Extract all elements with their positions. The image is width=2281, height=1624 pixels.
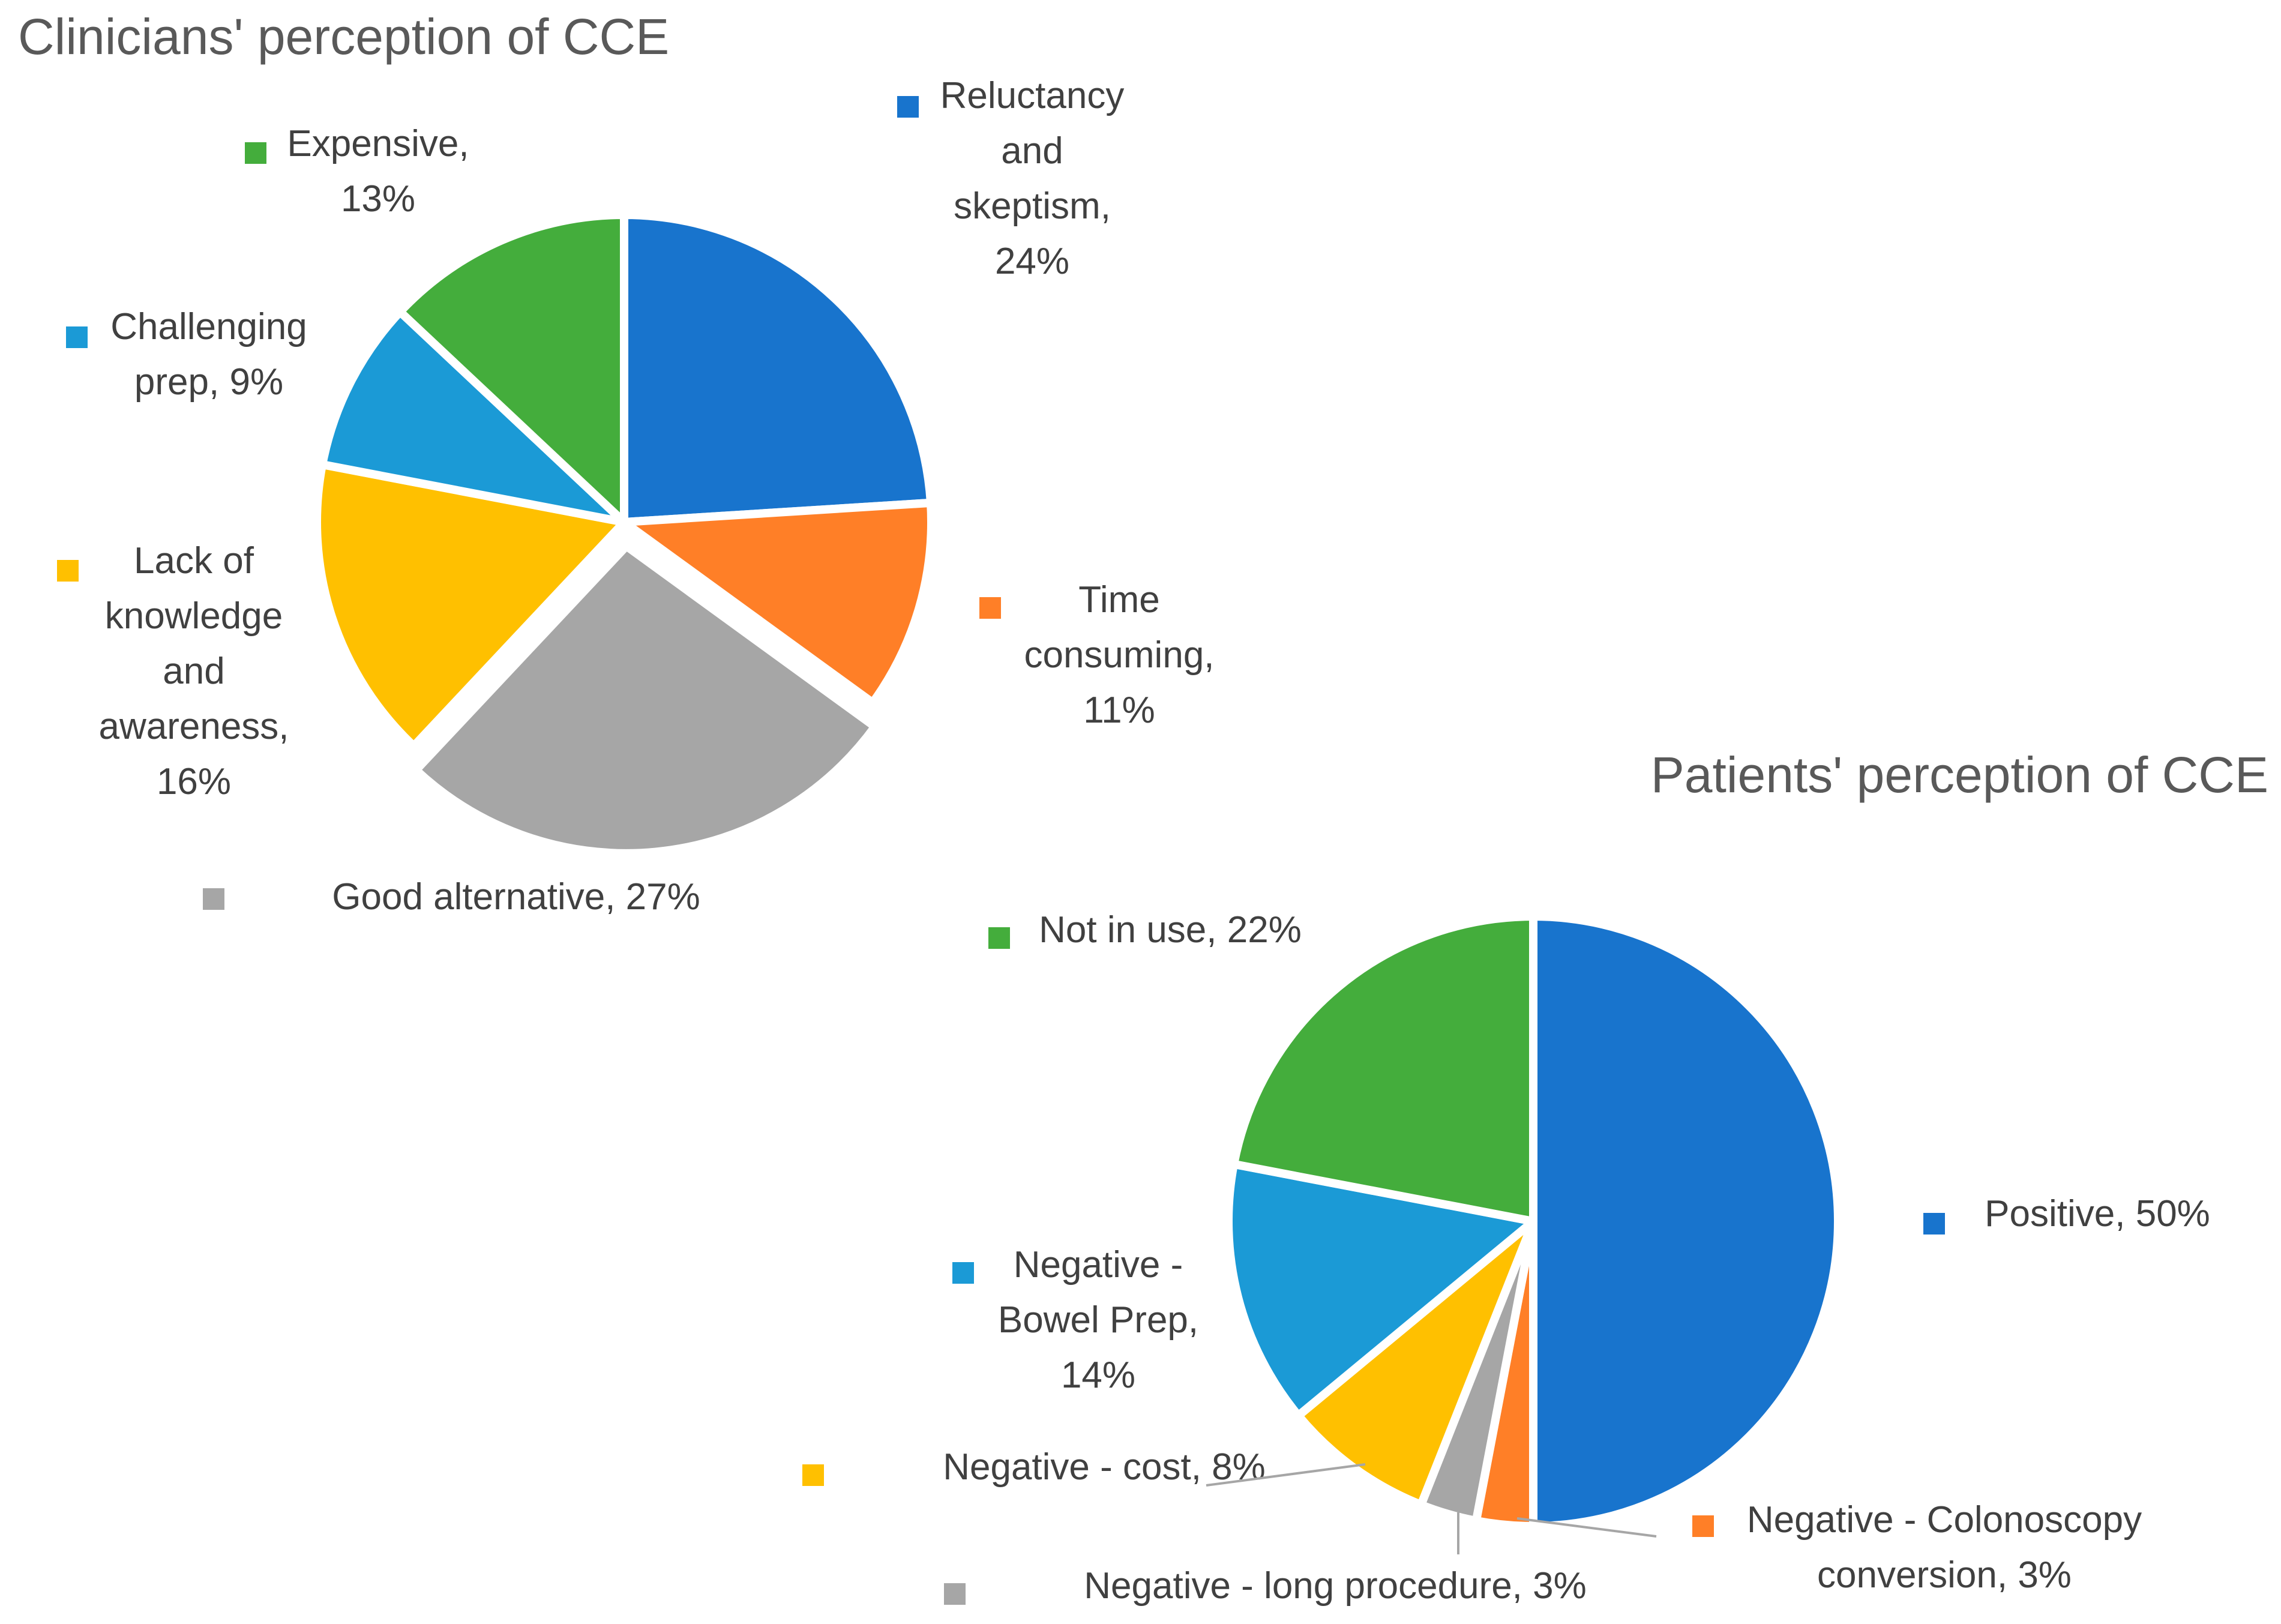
clinicians-legend-marker-reluctancy-and-skeptism <box>897 96 919 118</box>
clinicians-data-label-lack-of-knowledge-and-awareness: Lack of knowledge and awareness, 16% <box>98 540 289 802</box>
patients-legend-marker-negative-colonoscopy-conversion <box>1692 1515 1714 1537</box>
patients-slice-positive <box>1529 912 1842 1530</box>
clinicians-slice-good-alternative <box>412 541 879 858</box>
clinicians-data-label-challenging-prep: Challenging prep, 9% <box>110 306 307 403</box>
patients-data-label-negative-cost: Negative - cost, 8% <box>943 1446 1266 1488</box>
patients-legend-marker-not-in-use <box>988 927 1010 949</box>
clinicians-legend-marker-lack-of-knowledge-and-awareness <box>57 560 79 582</box>
patients-data-label-positive: Positive, 50% <box>1985 1193 2210 1235</box>
clinicians-slice-time-consuming <box>620 498 936 707</box>
patients-slice-negative-bowel-prep <box>1224 1159 1537 1420</box>
clinicians-slice-challenging-prep <box>318 307 628 526</box>
patients-leader-line-negative-cost <box>1206 1463 1366 1487</box>
clinicians-legend-marker-challenging-prep <box>66 326 88 348</box>
patients-legend-marker-negative-bowel-prep <box>952 1262 974 1284</box>
clinicians-slice-reluctancy-and-skeptism <box>620 211 935 526</box>
clinicians-data-label-expensive: Expensive, 13% <box>287 123 469 220</box>
patients-legend-marker-negative-long-procedure <box>944 1583 966 1605</box>
clinicians-legend-marker-good-alternative <box>203 888 224 910</box>
patients-legend-marker-negative-cost <box>802 1464 824 1486</box>
patients-pie-chart: Patients' perception of CCE Positive, 50… <box>802 747 2268 1607</box>
clinicians-data-label-good-alternative: Good alternative, 27% <box>332 876 700 918</box>
patients-data-label-negative-bowel-prep: Negative -Bowel Prep, 14% <box>998 1244 1198 1396</box>
patients-chart-title: Patients' perception of CCE <box>1651 747 2268 803</box>
patients-slice-negative-cost <box>1294 1217 1537 1509</box>
patients-slice-not-in-use <box>1230 912 1537 1226</box>
patients-data-label-negative-long-procedure: Negative - long procedure, 3% <box>1084 1565 1586 1607</box>
clinicians-legend-marker-expensive <box>245 142 266 164</box>
clinicians-legend-marker-time-consuming <box>979 597 1001 619</box>
patients-leader-line-negative-colonoscopy-conversion <box>1516 1517 1657 1538</box>
clinicians-slice-expensive <box>395 211 628 526</box>
patients-data-label-not-in-use: Not in use, 22% <box>1039 909 1302 951</box>
clinicians-slice-lack-of-knowledge-and-awareness <box>313 460 628 751</box>
patients-legend-marker-positive <box>1923 1213 1945 1235</box>
clinicians-data-label-reluctancy-and-skeptism: Reluctancy and skeptism, 24% <box>940 75 1125 282</box>
clinicians-data-label-time-consuming: Time consuming, 11% <box>1024 579 1214 731</box>
clinicians-chart-title: Clinicians' perception of CCE <box>18 8 669 65</box>
patients-data-label-negative-colonoscopy-conversion: Negative - Colonoscopy conversion, 3% <box>1747 1499 2142 1596</box>
clinicians-pie-chart: Clinicians' perception of CCE Reluctancy… <box>18 8 1215 918</box>
